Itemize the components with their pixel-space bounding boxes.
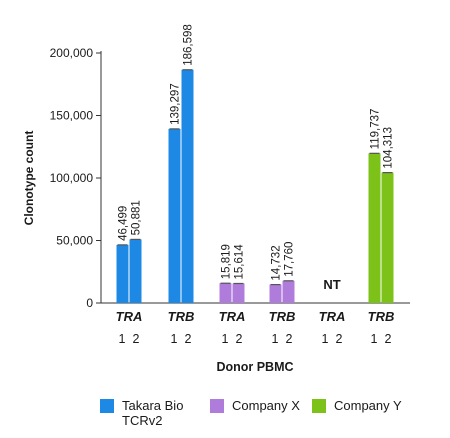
donor-label: 1 — [322, 332, 329, 346]
donor-label: 2 — [185, 332, 192, 346]
bar — [282, 280, 295, 303]
bar — [381, 172, 394, 303]
data-label: 50,881 — [131, 200, 143, 235]
bar-chart: 0 50,000 100,000 150,000 200,000 Clonotype co… — [22, 24, 410, 374]
data-label: 104,313 — [383, 127, 395, 169]
donor-label: 2 — [236, 332, 243, 346]
y-tick-label: 100,000 — [50, 171, 94, 185]
group-chain-label: TRB — [269, 309, 296, 324]
data-label: 119,737 — [370, 109, 382, 150]
y-tick-label: 50,000 — [56, 234, 93, 248]
data-label: 17,760 — [284, 242, 296, 277]
y-axis-label: Clonotype count — [22, 131, 36, 226]
bar — [168, 128, 181, 303]
legend: Takara Bio TCRv2 Company X Company Y — [100, 398, 440, 434]
bar — [116, 244, 129, 303]
donor-label: 2 — [385, 332, 392, 346]
group-chain-label: TRB — [168, 309, 195, 324]
group-chain-label: TRA — [219, 309, 246, 324]
group-chain-label: TRA — [116, 309, 143, 324]
donor-label: 1 — [371, 332, 378, 346]
donor-label: 1 — [119, 332, 126, 346]
group-chain-label: TRB — [368, 309, 395, 324]
data-label: 46,499 — [118, 206, 130, 241]
not-tested-label: NT — [323, 277, 340, 292]
data-label: 139,297 — [170, 83, 182, 125]
bar — [269, 284, 282, 303]
bar — [129, 239, 142, 303]
legend-label-company-x: Company X — [232, 398, 300, 413]
legend-swatch-company-y — [312, 399, 326, 413]
donor-label: 1 — [222, 332, 229, 346]
bar — [232, 283, 245, 303]
bar — [368, 153, 381, 303]
legend-item-company-x: Company X — [210, 398, 300, 413]
legend-item-company-y: Company Y — [312, 398, 402, 413]
y-tick-label: 150,000 — [50, 109, 94, 123]
donor-label: 1 — [272, 332, 279, 346]
donor-label: 2 — [286, 332, 293, 346]
x-axis-label: Donor PBMC — [216, 360, 293, 374]
donor-label: 2 — [133, 332, 140, 346]
legend-label-company-y: Company Y — [334, 398, 402, 413]
y-tick-label: 0 — [86, 296, 93, 310]
group-chain-label: TRA — [319, 309, 346, 324]
bar — [219, 283, 232, 303]
data-label: 186,598 — [183, 24, 195, 66]
legend-swatch-takara — [100, 399, 114, 413]
legend-item-takara: Takara Bio TCRv2 — [100, 398, 202, 428]
donor-label: 2 — [336, 332, 343, 346]
y-tick-label: 200,000 — [50, 46, 94, 60]
data-label: 15,819 — [221, 244, 233, 279]
data-label: 15,614 — [234, 244, 246, 280]
legend-label-takara: Takara Bio TCRv2 — [122, 398, 184, 428]
bar — [181, 69, 194, 303]
legend-swatch-company-x — [210, 399, 224, 413]
data-label: 14,732 — [271, 245, 283, 280]
donor-label: 1 — [171, 332, 178, 346]
